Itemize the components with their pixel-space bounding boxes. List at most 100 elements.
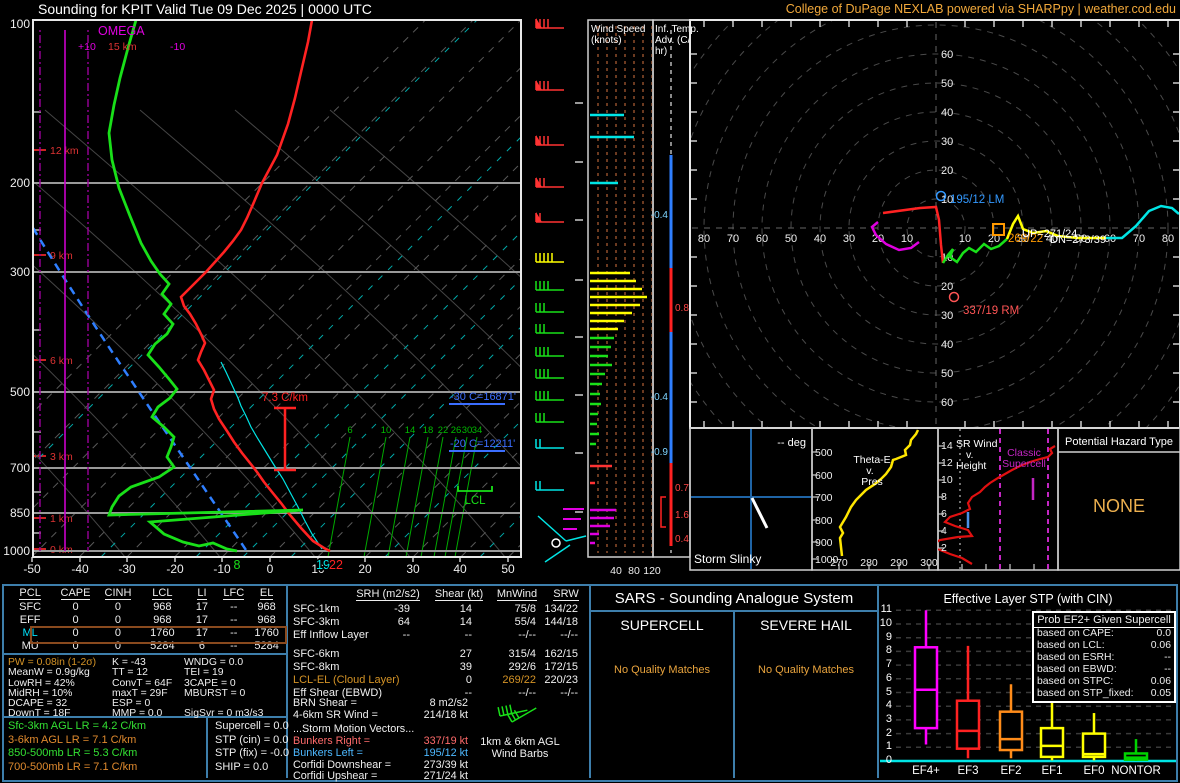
slinky-trace [750, 497, 769, 529]
sr-wind-title-2: v. [966, 449, 973, 461]
wind-barb [535, 303, 564, 313]
corfidi-up-label: UP=271/24 [1022, 228, 1077, 240]
hodo-ring-label: 80 [1162, 233, 1174, 245]
theta-e-y-label: 1000 [815, 554, 839, 566]
hodo-ring-label: 60 [941, 49, 953, 61]
hodo-ring-label: 20 [872, 233, 884, 245]
pressure-label: 200 [10, 176, 30, 190]
wind-barb [535, 481, 564, 491]
corfidi-dn-label: DN=273/39 [1050, 234, 1106, 246]
wind-speed-panel: 40 80 120 Wind Speed (knots) [587, 19, 661, 577]
wind-barb [506, 707, 537, 723]
parcel-trace-dashed [33, 227, 248, 551]
theta-e-title-1: Theta-E [853, 454, 890, 466]
hodo-ring-label: 30 [941, 136, 953, 148]
temp-axis-label: 0 [267, 562, 274, 576]
temp-advection-panel: -0.4 0.8 -0.4 -0.9 0.7 1.6 0.4 Inf. Temp. Adv.… [651, 19, 699, 558]
dry-adiabat [139, 109, 521, 467]
pressure-label: 850 [10, 506, 30, 520]
dry-adiabat [33, 264, 316, 557]
hodo-ring [703, 20, 1169, 428]
skewt-frame [32, 19, 522, 558]
sr-y-label: 14 [941, 440, 953, 452]
hodo-ring-label: 20 [941, 281, 953, 293]
hodo-ring-label: 50 [785, 233, 797, 245]
wind-barb [535, 18, 564, 29]
hodo-trace-0-3km [882, 205, 945, 264]
temp-axis-label: 20 [358, 562, 372, 576]
mixing-ratio-label: 18 [423, 425, 434, 436]
fzl-minus20: -20 C=12211' [449, 438, 515, 452]
title-bar: Sounding for KPIT Valid Tue 09 Dec 2025 … [0, 0, 1180, 18]
wind-speed-title-2: (knots) [591, 35, 622, 46]
mean-wind-marker[interactable] [992, 223, 1005, 236]
hodograph-frame [689, 19, 1180, 429]
mixing-ratio-line [444, 436, 468, 557]
wind-barb [535, 413, 564, 423]
wind-barb [544, 544, 571, 563]
height-15km-label: 15 km [108, 41, 137, 53]
sr-wind-title-3: Height [956, 460, 986, 472]
stp-box-EF2 [998, 684, 1024, 759]
omega-minus-label: -10 [170, 41, 185, 53]
dry-adiabat [33, 180, 411, 557]
height-label: 1 km [50, 513, 73, 525]
dry-adiabat [234, 109, 521, 369]
stp-box-NONTOR [1123, 739, 1149, 761]
credit-link[interactable]: College of DuPage NEXLAB powered via SHA… [785, 2, 1176, 16]
isotherm [460, 496, 521, 557]
wind-barb [535, 439, 564, 449]
mixing-ratio-line [363, 436, 387, 557]
surface-temp: 22 [329, 558, 343, 572]
pressure-label: 500 [10, 385, 30, 399]
wind-barb [535, 212, 564, 223]
dry-adiabat [33, 353, 221, 557]
temp-axis-label: 30 [406, 562, 420, 576]
hodo-trace-12km-plus [870, 221, 920, 252]
dry-adiabat [33, 451, 126, 557]
isotherm [33, 66, 521, 557]
right-mover-marker[interactable] [948, 291, 960, 303]
hazard-value: NONE [1093, 496, 1145, 516]
temp-axis-label: 40 [453, 562, 467, 576]
wind-barb [535, 80, 564, 91]
skewt-panel: 6 10 14 18 22 26 30 34100200300500700850100012 … [3, 17, 587, 576]
theta-e-x-label: 290 [890, 557, 908, 569]
kinematics-wind-barbs [497, 704, 537, 723]
temp-axis-label: -50 [23, 562, 41, 576]
fzl-minus30: -30 C=16871' [449, 391, 516, 405]
stp-box-EF0 [1081, 713, 1107, 761]
isotherm-cyan [290, 326, 521, 557]
adv-title-3: hr) [655, 46, 667, 57]
pressure-label: 700 [10, 461, 30, 475]
advection-value: -0.4 [651, 392, 669, 403]
mixing-ratio-label: 14 [405, 425, 416, 436]
hodo-ring-label: 20 [941, 165, 953, 177]
left-mover-marker[interactable] [935, 190, 947, 202]
wind-barb [565, 535, 587, 542]
advection-value: -0.4 [651, 210, 669, 221]
height-label: 9 km [50, 250, 73, 262]
isotherm [317, 352, 521, 557]
wind-barb [497, 704, 528, 717]
hodo-ring-label: 40 [941, 107, 953, 119]
hodo-ring-label: 70 [1133, 233, 1145, 245]
wind-barb [535, 369, 564, 379]
hodo-trace-6-9km [1005, 213, 1106, 240]
wind-barb [535, 391, 564, 401]
wetbulb-curve [220, 361, 323, 550]
temp-axis-label: 50 [501, 562, 515, 576]
sr-wind-curve [938, 445, 1056, 565]
temp-axis-label: -40 [71, 562, 89, 576]
hodo-ring [761, 53, 1111, 403]
hodo-ring-label: 10 [959, 233, 971, 245]
lcl-label: LCL [464, 495, 486, 507]
isotherm-cyan [33, 20, 478, 465]
dewpoint-curve [106, 20, 304, 553]
mixing-ratio-label: 10 [381, 425, 392, 436]
theta-e-x-label: 300 [920, 557, 938, 569]
isotherm [33, 20, 474, 461]
